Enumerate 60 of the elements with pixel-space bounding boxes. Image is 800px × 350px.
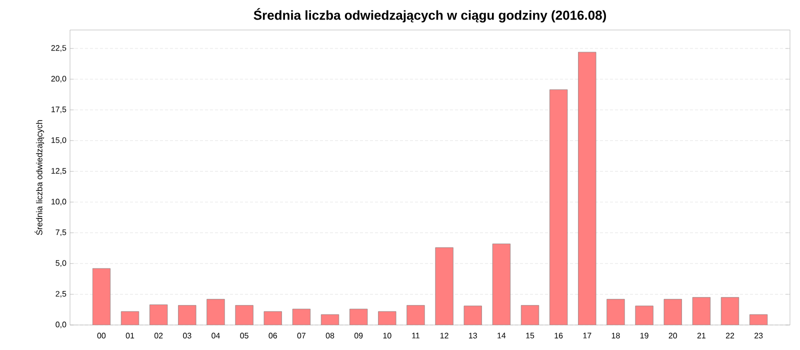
bar bbox=[492, 244, 510, 325]
x-tick-label: 05 bbox=[240, 332, 248, 338]
x-tick-label: 00 bbox=[97, 332, 106, 338]
y-tick-label: 22,5 bbox=[51, 45, 66, 52]
chart-title: Średnia liczba odwiedzających w ciągu godziny (2016.08) bbox=[254, 8, 606, 22]
y-tick-label: 7,5 bbox=[56, 230, 66, 236]
x-tick-label: 03 bbox=[183, 332, 192, 338]
bar bbox=[520, 305, 540, 325]
y-tick-label: 20,0 bbox=[51, 76, 66, 82]
x-tick-label: 17 bbox=[583, 332, 592, 338]
x-tick-label: 09 bbox=[354, 332, 363, 338]
bar bbox=[550, 89, 568, 325]
x-tick-label: 13 bbox=[469, 332, 477, 338]
y-tick-label: 5,0 bbox=[56, 260, 66, 267]
bar bbox=[320, 314, 340, 325]
x-tick-label: 14 bbox=[498, 332, 506, 338]
bar bbox=[350, 308, 368, 325]
x-tick-label: 06 bbox=[268, 332, 277, 338]
x-tick-label: 07 bbox=[297, 332, 306, 338]
x-tick-label: 02 bbox=[154, 332, 163, 338]
x-tick-label: 19 bbox=[640, 332, 648, 338]
bar bbox=[206, 298, 225, 325]
bar bbox=[464, 306, 482, 325]
bar bbox=[635, 306, 654, 325]
bar bbox=[235, 305, 254, 325]
bar bbox=[750, 314, 768, 325]
bar bbox=[378, 311, 396, 325]
y-axis-title: Średnia liczba odwiedzających bbox=[34, 120, 44, 235]
bar bbox=[720, 297, 740, 325]
bar bbox=[406, 305, 425, 325]
x-tick-label: 01 bbox=[126, 332, 134, 338]
y-tick-label: 2,5 bbox=[56, 290, 66, 298]
y-tick-label: 10,0 bbox=[52, 198, 66, 206]
y-tick-label: 17,5 bbox=[52, 106, 66, 114]
bar bbox=[435, 247, 454, 325]
y-tick-label: 12,5 bbox=[52, 168, 66, 175]
bar bbox=[606, 298, 625, 325]
y-tick-label: 15,0 bbox=[52, 137, 66, 144]
x-tick-label: 16 bbox=[554, 332, 563, 338]
x-tick-label: 10 bbox=[383, 332, 392, 338]
x-tick-label: 15 bbox=[526, 332, 534, 338]
y-tick-label: 0,0 bbox=[56, 322, 66, 328]
bar bbox=[92, 268, 110, 325]
bar bbox=[664, 298, 682, 325]
x-tick-label: 20 bbox=[668, 332, 677, 338]
bar bbox=[178, 305, 196, 325]
bar bbox=[692, 297, 710, 325]
x-tick-label: 18 bbox=[612, 332, 620, 338]
bar bbox=[120, 311, 140, 325]
x-tick-label: 11 bbox=[412, 332, 420, 338]
bar bbox=[578, 52, 596, 325]
bar bbox=[292, 308, 310, 325]
bar bbox=[150, 304, 168, 325]
x-tick-label: 22 bbox=[726, 332, 734, 338]
bar bbox=[264, 311, 282, 325]
x-tick-label: 23 bbox=[754, 332, 763, 338]
x-tick-label: 04 bbox=[212, 332, 220, 338]
x-tick-label: 12 bbox=[440, 332, 448, 338]
x-tick-label: 21 bbox=[697, 332, 706, 338]
x-tick-label: 08 bbox=[326, 332, 334, 338]
